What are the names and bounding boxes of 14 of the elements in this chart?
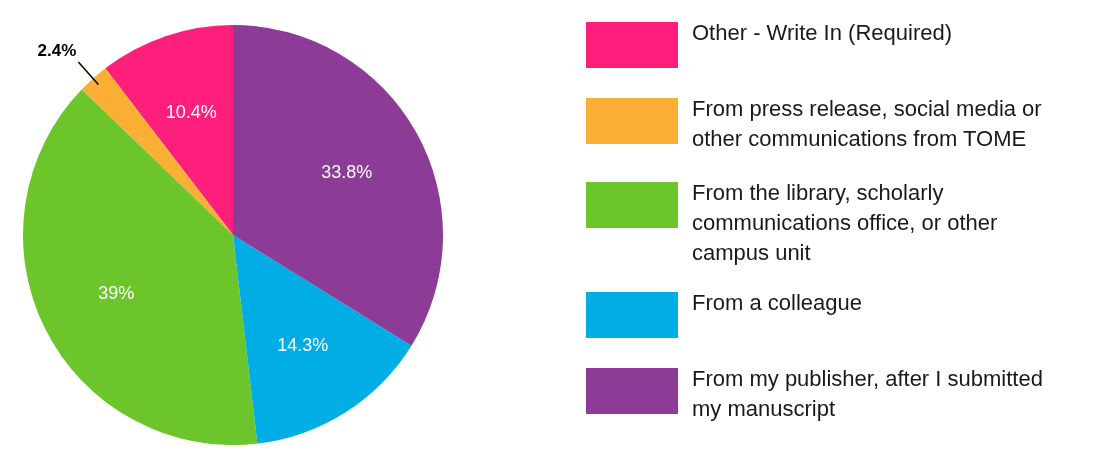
legend-label: From press release, social media or other communications from TOME — [692, 95, 1043, 153]
data-label: 2.4% — [37, 41, 77, 61]
legend-label: From the library, scholarly communications office, or other campus unit — [692, 179, 999, 267]
data-label: 14.3% — [277, 334, 329, 355]
pie-slice — [23, 89, 258, 445]
pie-slice — [81, 68, 233, 235]
data-label: 33.8% — [321, 161, 373, 182]
legend-label: From a colleague — [692, 289, 863, 317]
pie-slice — [233, 235, 412, 444]
data-label: 39% — [98, 282, 135, 303]
pie-slice — [105, 25, 233, 235]
legend-label: Other - Write In (Required) — [692, 19, 953, 47]
legend-label: From my publisher, after I submitted my manuscript — [692, 365, 1044, 423]
data-label: 10.4% — [165, 101, 217, 122]
